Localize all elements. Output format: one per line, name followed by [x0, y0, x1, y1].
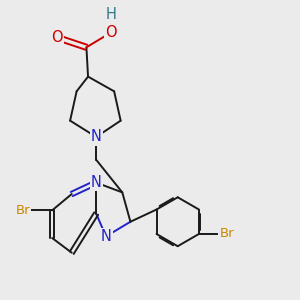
Text: Br: Br	[16, 204, 30, 217]
Text: Br: Br	[219, 227, 234, 241]
Text: H: H	[105, 7, 116, 22]
Text: O: O	[105, 25, 117, 40]
Text: N: N	[100, 229, 111, 244]
Text: N: N	[91, 175, 102, 190]
Text: N: N	[91, 130, 102, 145]
Text: O: O	[51, 30, 63, 45]
